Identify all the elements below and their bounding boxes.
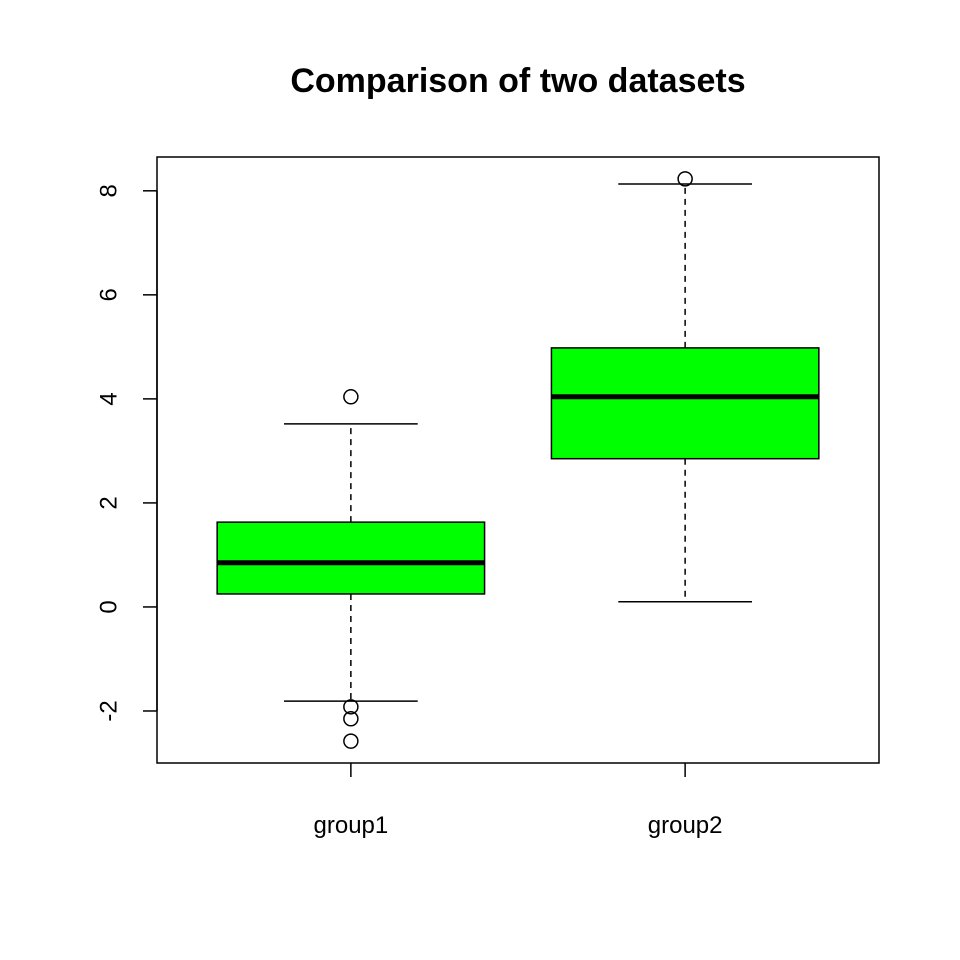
outlier-point <box>343 733 359 749</box>
x-tick-label: group2 <box>648 812 723 839</box>
chart-title: Comparison of two datasets <box>290 62 745 100</box>
y-tick-label: -2 <box>96 700 123 721</box>
y-tick-label: 2 <box>96 496 123 509</box>
x-tick-label: group1 <box>314 812 389 839</box>
outlier-point <box>343 389 359 405</box>
plot-frame <box>156 156 880 764</box>
outlier-point <box>677 171 693 187</box>
y-tick-label: 6 <box>96 288 123 301</box>
outlier-point <box>343 699 359 715</box>
box-group1 <box>216 521 486 595</box>
y-tick-label: 0 <box>96 600 123 613</box>
outlier-point <box>343 711 359 727</box>
y-tick-label: 8 <box>96 184 123 197</box>
y-tick-label: 4 <box>96 392 123 405</box>
box-group2 <box>550 347 820 460</box>
